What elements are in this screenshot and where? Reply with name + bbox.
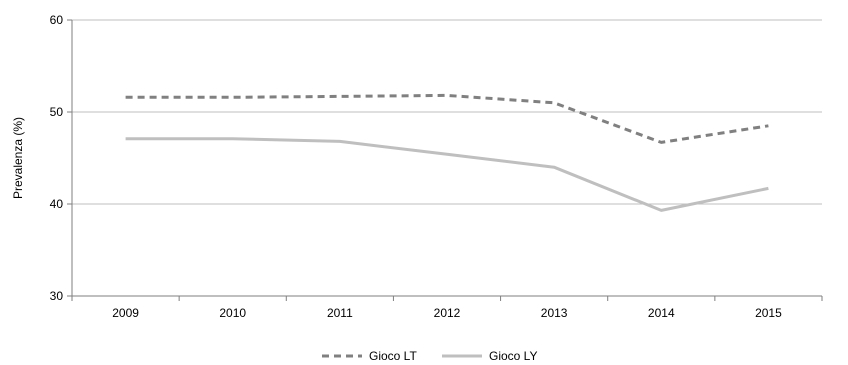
x-tick-label: 2010 <box>219 306 246 320</box>
y-tick-labels: 30 40 50 60 <box>50 13 72 303</box>
x-tick-label: 2014 <box>648 306 675 320</box>
axes <box>71 20 822 297</box>
x-tick-label: 2012 <box>434 306 461 320</box>
x-tick-label: 2015 <box>755 306 782 320</box>
y-tick-label: 50 <box>50 105 64 119</box>
series-line-2 <box>125 137 769 212</box>
legend-label-2: Gioco LY <box>489 349 537 363</box>
legend: Gioco LT Gioco LY <box>322 349 537 363</box>
series-lines <box>125 93 769 212</box>
y-tick-label: 40 <box>50 197 64 211</box>
x-tick-label: 2013 <box>541 306 568 320</box>
y-tick-label: 30 <box>50 289 64 303</box>
series-line-1 <box>125 93 769 144</box>
gridlines <box>72 19 822 205</box>
x-tick-label: 2009 <box>112 306 139 320</box>
y-axis-title: Prevalenza (%) <box>11 117 25 199</box>
y-tick-label: 60 <box>50 13 64 27</box>
x-tick-labels: 2009 2010 2011 2012 2013 2014 2015 <box>71 296 823 320</box>
legend-label-1: Gioco LT <box>369 349 417 363</box>
x-tick-label: 2011 <box>327 306 353 320</box>
